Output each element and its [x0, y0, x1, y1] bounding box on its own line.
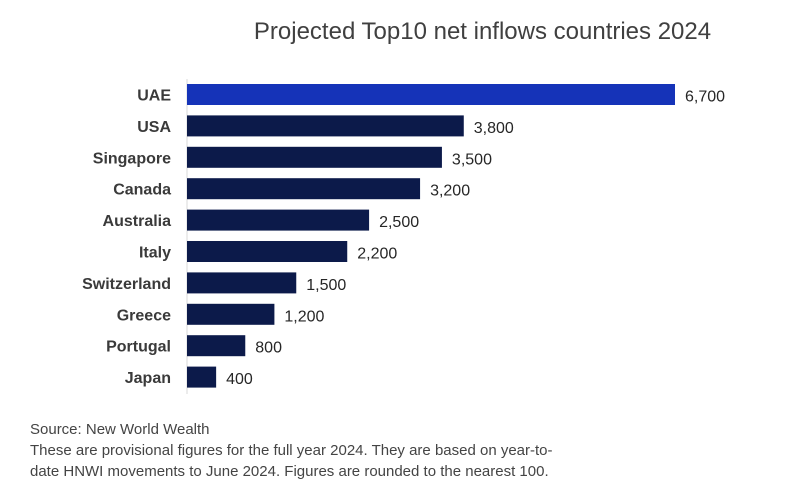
value-label-singapore: 3,500 [452, 151, 492, 168]
bar-australia [187, 209, 370, 231]
bar-italy [187, 241, 348, 262]
bar-singapore [187, 146, 442, 168]
value-label-canada: 3,200 [430, 183, 470, 200]
value-label-greece: 1,200 [284, 308, 324, 325]
category-label-canada: Canada [113, 182, 171, 199]
bar-uae [187, 84, 675, 105]
category-label-switzerland: Switzerland [82, 276, 171, 293]
bar-usa [187, 115, 464, 137]
bar-canada [187, 178, 421, 200]
category-label-japan: Japan [125, 370, 171, 387]
footnote-block: Source: New World Wealth These are provi… [30, 419, 730, 482]
value-label-australia: 2,500 [379, 214, 419, 231]
value-label-japan: 400 [226, 371, 253, 388]
footnote-line-2: date HNWI movements to June 2024. Figure… [30, 463, 549, 480]
category-label-greece: Greece [117, 307, 171, 324]
category-label-portugal: Portugal [106, 339, 171, 356]
bar-japan [187, 366, 217, 388]
bar-greece [187, 303, 275, 325]
value-labels: 6,700 3,800 3,500 3,200 2,500 2,200 1,500 1,200… [226, 89, 725, 389]
category-label-uae: UAE [137, 88, 171, 105]
category-labels: UAE USA Singapore Canada Australia Italy Switz… [82, 88, 171, 388]
footnote-line-1: These are provisional figures for the fu… [30, 442, 553, 459]
bar-switzerland [187, 272, 297, 294]
category-label-australia: Australia [103, 213, 172, 230]
value-label-switzerland: 1,500 [306, 277, 346, 294]
value-label-usa: 3,800 [474, 120, 514, 137]
chart-title: Projected Top10 net inflows countries 20… [253, 18, 712, 45]
bars [187, 84, 675, 388]
category-label-singapore: Singapore [93, 150, 171, 167]
value-label-italy: 2,200 [357, 246, 397, 263]
category-label-italy: Italy [139, 245, 171, 262]
bar-portugal [187, 335, 246, 357]
value-label-portugal: 800 [255, 340, 282, 357]
value-label-uae: 6,700 [685, 89, 725, 106]
category-label-usa: USA [137, 119, 171, 136]
source-note: Source: New World Wealth [30, 421, 210, 438]
